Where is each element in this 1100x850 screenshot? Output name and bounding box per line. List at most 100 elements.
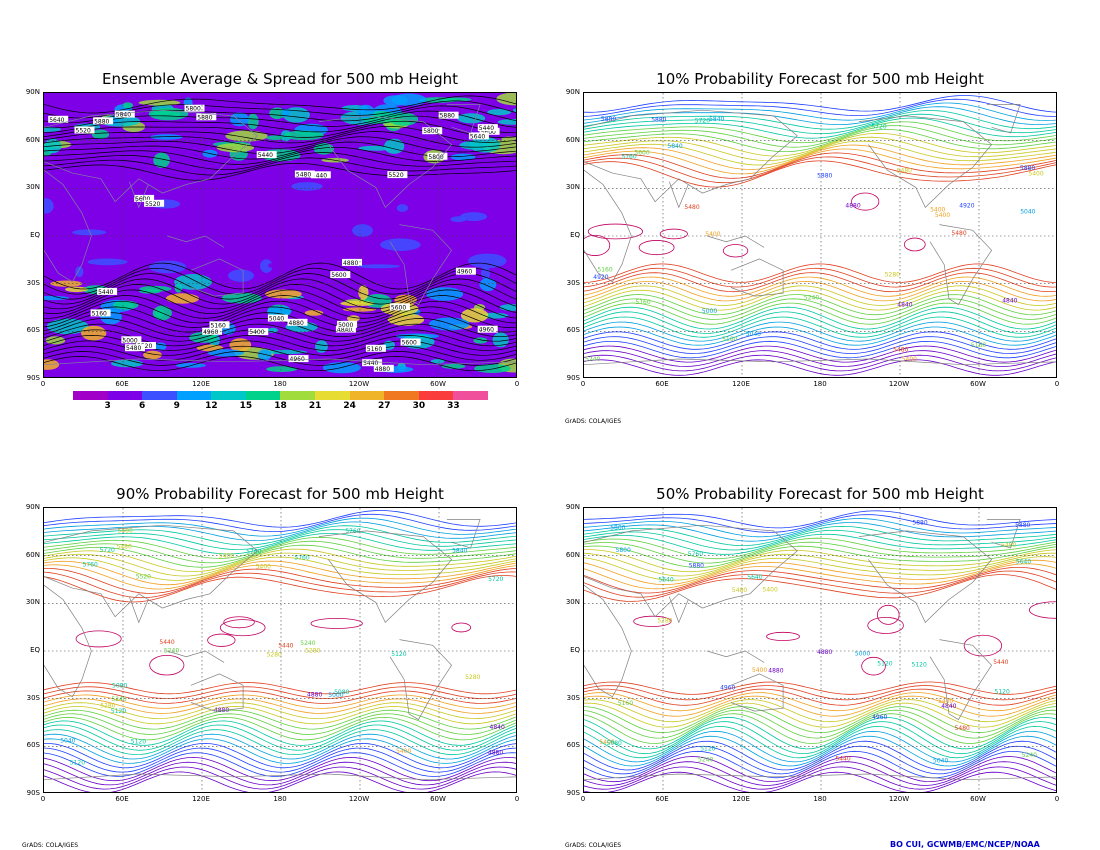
lat-tick-label: 90N bbox=[565, 503, 580, 511]
contour-label: 5640 bbox=[658, 577, 673, 584]
lon-tick-label: 180 bbox=[813, 795, 827, 803]
lon-tick-label: 0 bbox=[1054, 795, 1060, 803]
contour-label: 5280 bbox=[885, 272, 900, 279]
coastlines bbox=[44, 519, 516, 781]
contour-label: 5720 bbox=[871, 124, 886, 131]
contour-label: 5480 bbox=[117, 543, 132, 550]
contour-label: 5600 bbox=[331, 272, 346, 279]
lon-tick-label: 60W bbox=[430, 795, 446, 803]
coastlines bbox=[584, 519, 1056, 781]
contour-label: 5160 bbox=[367, 346, 382, 353]
contour-label: 5400 bbox=[938, 698, 953, 705]
colorbar-label: 33 bbox=[447, 401, 460, 411]
colorbar-label: 21 bbox=[308, 401, 322, 411]
lat-tick-label: 60S bbox=[566, 741, 580, 750]
colorbar-swatch bbox=[280, 391, 316, 400]
colorbar bbox=[73, 391, 488, 400]
contour-label: 5160 bbox=[971, 342, 986, 349]
contour-label: 5040 bbox=[269, 316, 284, 323]
lat-tick-label: 60N bbox=[25, 550, 40, 559]
contour-label: 5440 bbox=[312, 172, 327, 179]
lat-tick-label: 90N bbox=[565, 88, 580, 96]
contour-label: 5800 bbox=[423, 128, 438, 135]
contour-label: 5800 bbox=[616, 547, 631, 554]
height-contours bbox=[584, 95, 1056, 376]
colorbar-label: 24 bbox=[343, 401, 356, 411]
contour-label: 5160 bbox=[635, 299, 650, 306]
lat-tick-label: 60N bbox=[25, 135, 40, 144]
contour-label: 5840 bbox=[709, 116, 724, 123]
lon-tick-label: 120E bbox=[732, 380, 750, 388]
lon-tick-label: 60W bbox=[970, 380, 986, 388]
colorbar-label: 9 bbox=[173, 401, 180, 411]
lon-tick-label: 60E bbox=[655, 380, 669, 388]
contour-label: 5760 bbox=[294, 555, 309, 562]
contour-label: 5760 bbox=[246, 549, 261, 556]
contour-label: 5040 bbox=[60, 737, 75, 744]
contour-label: 5400 bbox=[1028, 171, 1043, 178]
contour-label: 5480 bbox=[951, 230, 966, 237]
contour-label: 5120 bbox=[912, 661, 927, 668]
contour-label: 4960 bbox=[457, 269, 472, 276]
lon-tick-label: 60E bbox=[655, 795, 669, 803]
lon-tick-label: 120W bbox=[348, 795, 370, 803]
contour-label: 5480 bbox=[126, 345, 141, 352]
contour-label: 5480 bbox=[897, 168, 912, 175]
contour-label: 5840 bbox=[452, 547, 467, 554]
contour-label: 5480 bbox=[1001, 542, 1016, 549]
lat-tick-label: 30N bbox=[565, 183, 580, 192]
contour-label: 4960 bbox=[720, 685, 735, 692]
contour-label: 5280 bbox=[657, 618, 672, 625]
contour-label: 5280 bbox=[267, 652, 282, 659]
panel-title: 10% Probability Forecast for 500 mb Heig… bbox=[656, 70, 984, 88]
contour-label: 5160 bbox=[92, 310, 107, 317]
contour-label: 4880 bbox=[289, 320, 304, 327]
colorbar-label: 15 bbox=[239, 401, 253, 411]
contour-label: 5080 bbox=[112, 683, 127, 690]
lat-tick-label: EQ bbox=[30, 231, 40, 239]
contour-label: 5080 bbox=[607, 740, 622, 747]
contour-label: 5240 bbox=[804, 295, 819, 302]
contour-label: 5520 bbox=[76, 128, 91, 135]
contour-label: 5000 bbox=[338, 322, 353, 329]
lon-tick-label: 120E bbox=[192, 380, 210, 388]
contour-label: 5880 bbox=[689, 563, 704, 570]
grid-lines bbox=[44, 93, 516, 377]
lat-tick-label: 60S bbox=[26, 741, 40, 750]
contour-label: 5440 bbox=[159, 639, 174, 646]
contour-label: 4960 bbox=[479, 327, 494, 334]
contour-label: 5120 bbox=[995, 688, 1010, 695]
colorbar-swatch bbox=[211, 391, 246, 400]
contour-label: 5520 bbox=[136, 573, 151, 580]
contour-labels: 5760572054805400576057605760548058405520… bbox=[60, 527, 505, 766]
lat-tick-label: 30S bbox=[26, 278, 40, 287]
contour-label: 5880 bbox=[1020, 165, 1035, 172]
contour-label: 5800 bbox=[186, 106, 201, 113]
contour-label: 5760 bbox=[688, 551, 703, 558]
contour-label: 5240 bbox=[585, 356, 600, 363]
contour-label: 4960 bbox=[203, 329, 218, 336]
map-svg: 5760 5880 5480 5880 5800 5480 5880 5640 5640 5640… bbox=[584, 508, 1056, 792]
lon-tick-label: 0 bbox=[40, 795, 46, 803]
lon-tick-label: 0 bbox=[514, 380, 520, 388]
lon-tick-label: 120E bbox=[732, 795, 750, 803]
panel-title: 50% Probability Forecast for 500 mb Heig… bbox=[656, 485, 984, 503]
lat-tick-label: 60S bbox=[566, 326, 580, 335]
lat-tick-label: 60S bbox=[26, 326, 40, 335]
colorbar-label: 3 bbox=[104, 401, 111, 411]
contour-label: 5240 bbox=[164, 648, 179, 655]
contour-label: 5440 bbox=[258, 152, 273, 159]
lon-tick-label: 180 bbox=[273, 380, 287, 388]
contour-label: 5640 bbox=[747, 574, 762, 581]
contour-label: 5400 bbox=[763, 587, 778, 594]
contour-label: 5720 bbox=[100, 547, 115, 554]
contour-label: 5640 bbox=[1016, 559, 1031, 566]
colorbar-swatch bbox=[73, 391, 108, 400]
contour-label: 5240 bbox=[698, 756, 713, 763]
contour-label: 5800 bbox=[428, 154, 443, 161]
lat-tick-label: 90S bbox=[26, 789, 40, 797]
lat-tick-label: 90S bbox=[566, 374, 580, 382]
